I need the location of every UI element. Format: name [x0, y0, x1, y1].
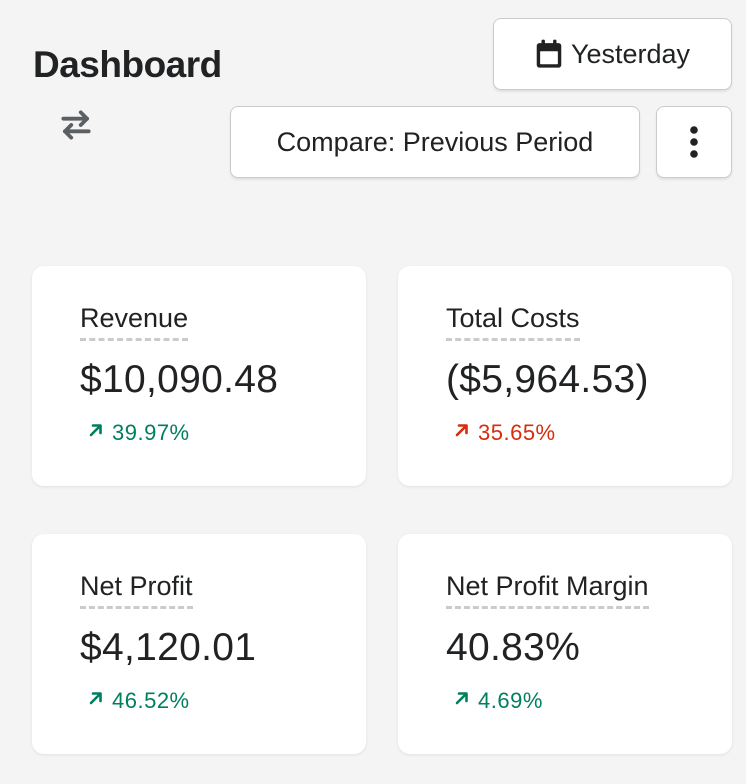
metric-label[interactable]: Net Profit Margin [446, 570, 649, 610]
arrow-up-right-icon [89, 424, 102, 437]
metric-change-value: 35.65% [478, 420, 556, 445]
arrow-up-right-icon [455, 692, 468, 705]
metric-card-revenue: Revenue $10,090.48 39.97% [32, 266, 366, 486]
metric-value: $10,090.48 [80, 358, 279, 401]
compare-period-button[interactable]: Compare: Previous Period [230, 106, 640, 178]
swap-arrows-icon[interactable] [57, 106, 95, 144]
metric-change: 46.52% [88, 688, 190, 714]
more-vertical-icon [690, 126, 698, 158]
more-actions-button[interactable] [656, 106, 732, 178]
metric-value: ($5,964.53) [446, 358, 649, 401]
metric-change-value: 4.69% [478, 688, 543, 713]
metric-change-value: 39.97% [112, 420, 190, 445]
page-title: Dashboard [33, 44, 222, 85]
date-range-label: Yesterday [570, 38, 691, 69]
metric-change: 4.69% [454, 688, 543, 714]
metric-card-total-costs: Total Costs ($5,964.53) 35.65% [398, 266, 732, 486]
metric-value: $4,120.01 [80, 626, 257, 669]
metric-label[interactable]: Total Costs [446, 302, 580, 342]
metric-change: 35.65% [454, 420, 556, 446]
compare-period-label: Compare: Previous Period [276, 126, 594, 157]
metric-card-net-profit: Net Profit $4,120.01 46.52% [32, 534, 366, 754]
metric-change-value: 46.52% [112, 688, 190, 713]
metric-value: 40.83% [446, 626, 581, 669]
metric-label[interactable]: Net Profit [80, 570, 193, 610]
arrow-up-right-icon [455, 424, 468, 437]
calendar-icon [536, 39, 562, 68]
metric-card-net-profit-margin: Net Profit Margin 40.83% 4.69% [398, 534, 732, 754]
date-range-button[interactable]: Yesterday [493, 18, 732, 90]
arrow-up-right-icon [89, 692, 102, 705]
metric-label[interactable]: Revenue [80, 302, 189, 342]
metric-change: 39.97% [88, 420, 190, 446]
